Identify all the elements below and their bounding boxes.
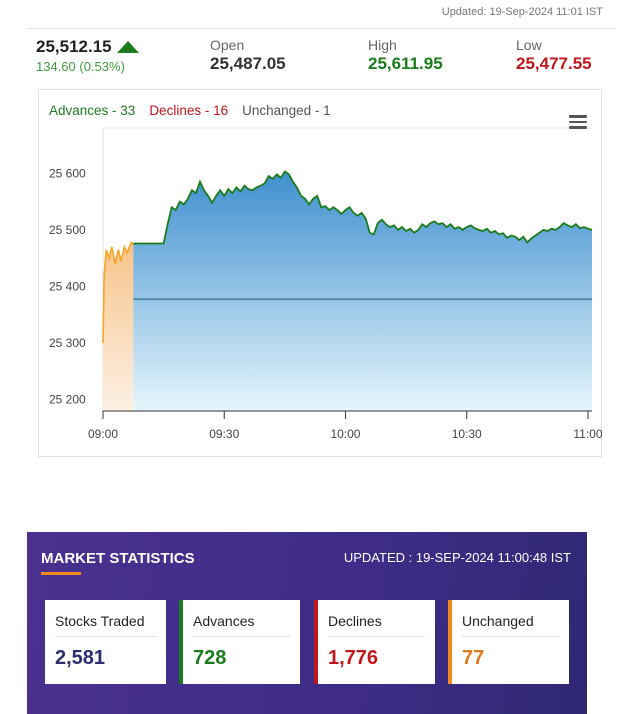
market-breadth: Advances - 33 Declines - 16 Unchanged - … <box>49 103 331 118</box>
breadth-declines: Declines - 16 <box>149 103 229 118</box>
high-label: High <box>368 37 397 53</box>
title-underline <box>41 572 81 575</box>
open-block: Open 25,487.05 <box>210 37 286 74</box>
last-price-block: 25,512.15 134.60 (0.53%) <box>36 37 139 74</box>
y-tick-label: 25 400 <box>49 279 86 293</box>
low-label: Low <box>516 37 542 53</box>
card-divider <box>193 636 290 637</box>
stats-updated: UPDATED : 19-SEP-2024 11:00:48 IST <box>343 550 571 565</box>
stat-card-declines: Declines 1,776 <box>314 600 435 684</box>
price-area <box>133 171 592 411</box>
card-label: Advances <box>193 613 255 629</box>
card-value: 77 <box>462 647 485 669</box>
stat-card-stocks-traded: Stocks Traded 2,581 <box>45 600 166 684</box>
x-tick-label: 10:00 <box>330 427 360 441</box>
x-tick-label: 10:30 <box>452 427 482 441</box>
hamburger-menu-icon[interactable] <box>569 115 587 129</box>
breadth-unchanged: Unchanged - 1 <box>242 103 331 118</box>
quote-summary: 25,512.15 134.60 (0.53%) Open 25,487.05 … <box>26 28 616 82</box>
last-updated-timestamp: Updated: 19-Sep-2024 11:01 IST <box>441 6 603 18</box>
x-tick-label: 09:30 <box>209 427 239 441</box>
price-line <box>133 170 593 245</box>
card-divider <box>328 636 425 637</box>
up-arrow-icon <box>116 41 139 53</box>
pre-open-line <box>102 241 134 344</box>
low-block: Low 25,477.55 <box>516 37 592 74</box>
price-change: 134.60 (0.53%) <box>36 59 125 74</box>
open-value: 25,487.05 <box>210 54 286 73</box>
stat-card-advances: Advances 728 <box>179 600 300 684</box>
x-tick-label: 09:00 <box>88 427 118 441</box>
stat-card-unchanged: Unchanged 77 <box>448 600 569 684</box>
intraday-chart: 25 200 25 300 25 400 25 500 25 600 09:00 09:30… <box>38 89 603 457</box>
card-label: Stocks Traded <box>55 613 145 629</box>
pre-open-area <box>103 242 134 411</box>
y-tick-label: 25 500 <box>49 223 86 237</box>
breadth-advances: Advances - 33 <box>49 103 136 118</box>
y-tick-label: 25 200 <box>49 393 86 407</box>
last-price: 25,512.15 <box>36 37 112 56</box>
card-label: Unchanged <box>462 613 534 629</box>
card-value: 2,581 <box>55 647 106 669</box>
card-label: Declines <box>328 613 382 629</box>
x-tick-label: 11:00 <box>573 427 602 441</box>
card-divider <box>462 636 559 637</box>
market-statistics-panel: MARKET STATISTICS UPDATED : 19-SEP-2024 … <box>27 532 587 714</box>
chart-canvas: 25 200 25 300 25 400 25 500 25 600 09:00 09:30… <box>49 127 603 441</box>
low-value: 25,477.55 <box>516 54 592 73</box>
y-tick-label: 25 300 <box>49 336 86 350</box>
high-block: High 25,611.95 <box>368 37 443 74</box>
open-label: Open <box>210 37 245 53</box>
card-divider <box>55 636 156 637</box>
y-tick-label: 25 600 <box>49 166 86 180</box>
card-value: 1,776 <box>328 647 379 669</box>
stats-title: MARKET STATISTICS <box>41 550 195 567</box>
high-value: 25,611.95 <box>368 54 443 73</box>
card-value: 728 <box>193 647 227 669</box>
